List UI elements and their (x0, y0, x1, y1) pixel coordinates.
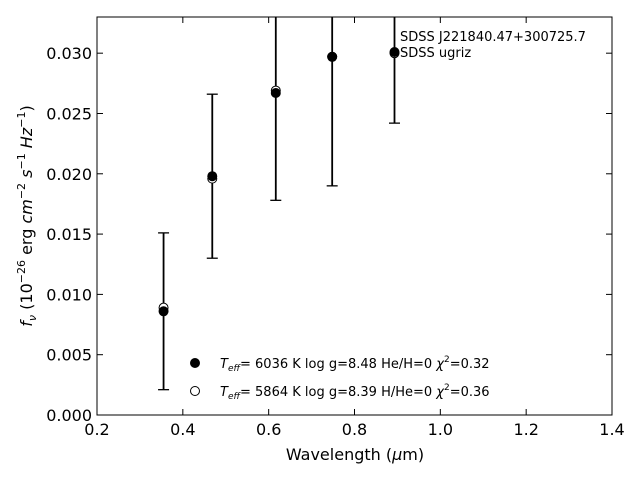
point-filled (389, 46, 400, 57)
x-tick-label: 0.4 (170, 420, 195, 439)
x-tick-label: 0.6 (256, 420, 281, 439)
legend: Teff= 6036 K log g=8.48 He/H=0 χ2=0.32 T… (190, 355, 490, 402)
x-tick-label: 0.8 (342, 420, 367, 439)
y-tick-label: 0.010 (46, 285, 92, 304)
legend-marker-open (190, 386, 200, 396)
y-tick-label: 0.025 (46, 104, 92, 123)
point-filled (207, 171, 218, 182)
legend-marker-filled (190, 358, 200, 368)
point-filled (327, 51, 338, 62)
x-tick-label: 1.0 (428, 420, 453, 439)
y-tick-label: 0.030 (46, 44, 92, 63)
x-tick-label: 0.2 (84, 420, 109, 439)
point-filled (158, 306, 169, 317)
annotation-object-name: SDSS J221840.47+300725.7 (400, 30, 586, 45)
axis-ticks: 0.2 0.4 0.6 0.8 1.0 1.2 1.4 0.000 0.005 0.010 0.01… (46, 17, 625, 439)
x-axis-label: Wavelength (μm) (286, 445, 424, 464)
legend-label-model-1: Teff= 6036 K log g=8.48 He/H=0 χ2=0.32 (220, 355, 490, 374)
y-axis-label: fν (10−26 erg cm−2 s−1 Hz−1) (15, 105, 39, 326)
plot-area (96, 16, 613, 416)
point-filled (270, 87, 281, 98)
y-tick-label: 0.000 (46, 406, 92, 425)
y-tick-label: 0.015 (46, 225, 92, 244)
x-tick-label: 1.2 (513, 420, 538, 439)
annotation-photometry: SDSS ugriz (400, 46, 471, 61)
x-tick-label: 1.4 (599, 420, 624, 439)
y-tick-label: 0.005 (46, 346, 92, 365)
y-tick-label: 0.020 (46, 165, 92, 184)
data-points (158, 46, 400, 317)
legend-label-model-2: Teff= 5864 K log g=8.39 H/He=0 χ2=0.36 (220, 383, 490, 402)
